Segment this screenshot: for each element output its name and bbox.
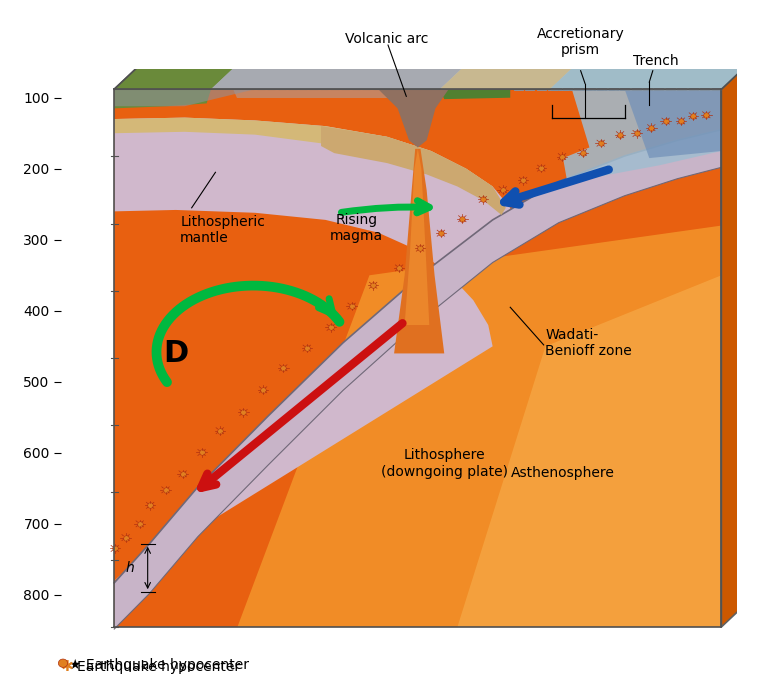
Polygon shape [563, 89, 721, 183]
Polygon shape [211, 64, 466, 89]
Text: Accretionary
prism: Accretionary prism [537, 27, 624, 58]
Text: Earthquake hypocenter: Earthquake hypocenter [77, 660, 240, 674]
Polygon shape [114, 89, 211, 108]
Polygon shape [378, 86, 449, 148]
Polygon shape [114, 130, 721, 629]
Circle shape [425, 75, 437, 85]
Polygon shape [394, 149, 444, 353]
Polygon shape [510, 64, 748, 89]
Text: Lithospheric
mantle: Lithospheric mantle [180, 215, 265, 245]
Polygon shape [114, 118, 492, 197]
Polygon shape [624, 89, 721, 158]
Text: h: h [126, 561, 134, 575]
Polygon shape [114, 64, 748, 89]
Polygon shape [237, 225, 721, 627]
Text: Rising
magma: Rising magma [329, 213, 382, 243]
Polygon shape [405, 149, 429, 325]
Text: Wadati-
Benioff zone: Wadati- Benioff zone [545, 328, 632, 358]
Polygon shape [550, 64, 748, 89]
Polygon shape [510, 64, 598, 89]
Polygon shape [440, 64, 576, 89]
Polygon shape [114, 89, 721, 627]
Circle shape [398, 72, 412, 83]
Polygon shape [440, 89, 510, 99]
Text: Trench: Trench [633, 54, 678, 68]
Circle shape [405, 66, 422, 80]
Circle shape [417, 69, 431, 80]
Polygon shape [458, 275, 721, 627]
Text: Lithosphere
(downgoing plate): Lithosphere (downgoing plate) [381, 448, 508, 479]
Polygon shape [114, 89, 255, 106]
Circle shape [392, 78, 403, 87]
Text: D: D [164, 339, 188, 368]
Polygon shape [114, 118, 510, 581]
Text: ✱: ✱ [61, 659, 74, 674]
Polygon shape [321, 126, 506, 215]
Text: ★ Earthquake hypocenter: ★ Earthquake hypocenter [69, 658, 249, 672]
Polygon shape [114, 64, 237, 89]
Polygon shape [233, 89, 440, 98]
Polygon shape [721, 64, 748, 627]
Text: Asthenosphere: Asthenosphere [511, 466, 615, 480]
Text: Volcanic arc: Volcanic arc [346, 33, 429, 46]
